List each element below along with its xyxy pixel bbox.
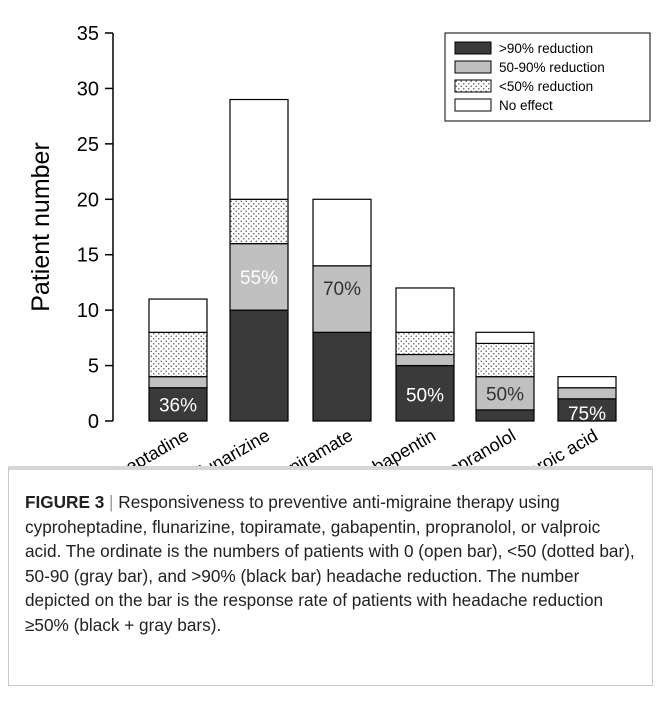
x-tick-label: Valproic acid <box>503 425 601 466</box>
bar-segment <box>312 198 372 267</box>
bar-segment <box>148 387 208 422</box>
bar-segment <box>475 342 535 378</box>
legend-swatch <box>454 60 492 74</box>
bar-data-label: 36% <box>159 395 197 416</box>
x-tick-label: Propranolol <box>429 425 519 466</box>
legend-swatch <box>454 79 492 93</box>
bar-data-label: 55% <box>240 268 278 289</box>
x-tick-label: Gabapentin <box>348 425 439 466</box>
legend-label: >90% reduction <box>499 41 593 56</box>
legend-swatch <box>454 98 492 112</box>
y-tick-label: 35 <box>77 23 99 45</box>
bars <box>148 98 617 422</box>
y-tick-label: 0 <box>88 411 99 433</box>
bar-segment <box>395 287 455 333</box>
legend-label: <50% reduction <box>499 79 593 94</box>
y-axis-label: Patient number <box>27 142 55 312</box>
bar-data-label: 75% <box>568 404 606 425</box>
y-tick-label: 15 <box>77 245 99 267</box>
bar-segment <box>229 198 289 245</box>
bar-segment <box>395 353 455 367</box>
bar-segment <box>557 387 617 400</box>
y-tick-label: 25 <box>77 134 99 156</box>
bar-segment <box>229 309 289 422</box>
bar-data-label: 50% <box>486 384 524 405</box>
figure-caption: FIGURE 3 | Responsiveness to preventive … <box>8 466 653 686</box>
bar-segment <box>148 331 208 378</box>
bar-segment <box>312 331 372 422</box>
caption-separator: | <box>109 492 114 512</box>
bar-segment <box>475 376 535 411</box>
bar-segment <box>395 364 455 422</box>
bar-data-label: 50% <box>406 385 444 406</box>
y-tick-label: 30 <box>77 78 99 100</box>
stacked-bar-chart: 36% 55% 70% 50% 50% 75% 0 5 10 15 20 25 30 35 Cyproh… <box>27 23 651 466</box>
legend-label: 50-90% reduction <box>499 60 605 75</box>
legend-swatch <box>454 41 492 55</box>
bar-segment <box>557 376 617 389</box>
bar-segment <box>148 376 208 389</box>
caption-text: Responsiveness to preventive anti-migrai… <box>25 492 635 635</box>
bar-segment <box>229 243 289 311</box>
x-axis-labels: CyproheptadineFlunarizineTopiramateGabap… <box>72 425 601 466</box>
y-axis: 0 5 10 15 20 25 30 35 <box>77 23 114 433</box>
bar-segment <box>148 298 208 333</box>
y-tick-label: 20 <box>77 189 99 211</box>
x-tick-label: Topiramate <box>269 425 356 466</box>
y-tick-label: 5 <box>88 356 99 378</box>
bar-data-label: 70% <box>323 279 361 300</box>
figure-label: FIGURE 3 <box>25 492 105 512</box>
bar-segment <box>475 409 535 422</box>
bar-segment <box>229 98 289 200</box>
legend: >90% reduction 50-90% reduction <50% reduc… <box>444 32 651 122</box>
y-tick-label: 10 <box>77 300 99 322</box>
bar-segment <box>395 331 455 356</box>
bar-segment <box>475 331 535 345</box>
legend-label: No effect <box>499 98 553 113</box>
x-tick-label: Flunarizine <box>187 425 273 466</box>
bar-annotations: 36% 55% 70% 50% 50% 75% <box>159 268 606 425</box>
